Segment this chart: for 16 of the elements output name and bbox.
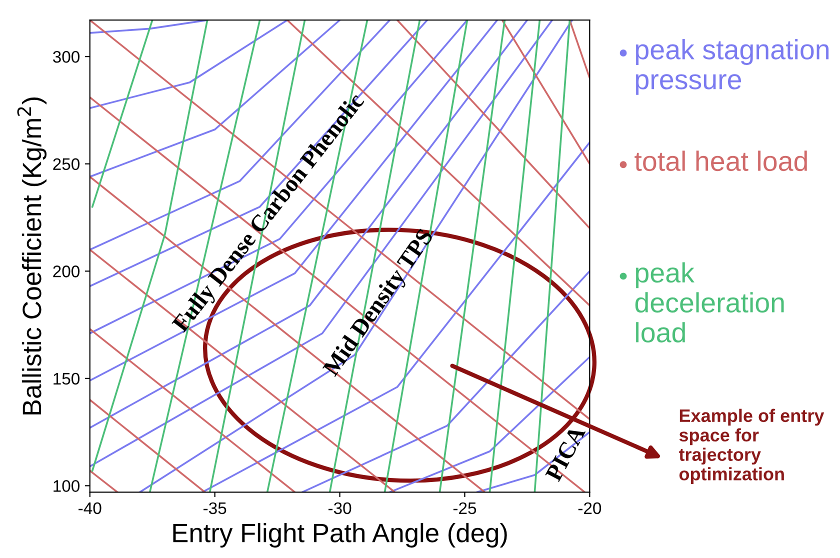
y-tick-label: 300 — [52, 50, 80, 63]
legend-label: total heat load — [634, 150, 807, 172]
y-tick-label: 150 — [54, 372, 80, 385]
y-tick-label: 200 — [53, 266, 80, 278]
x-axis-title: Entry Flight Path Angle (deg) — [173, 522, 507, 548]
y-tick-label: 250 — [53, 158, 80, 170]
x-tick-label: -25 — [453, 502, 476, 514]
x-tick-label: -40 — [78, 502, 102, 514]
text: Example of entry space for trajectory optimization — [678, 408, 824, 484]
y-tick-label: 100 — [54, 480, 80, 492]
x-tick-label: -35 — [204, 502, 226, 514]
x-tick-label: -30 — [328, 502, 352, 514]
x-tick-label: -20 — [578, 502, 602, 514]
legend-label: peak deceleration load — [635, 262, 784, 343]
legend-label: peak stagnation pressure — [636, 39, 829, 95]
y-axis-title: Ballistic Coefficient (Kg/m$^{2}$) — [17, 98, 47, 414]
